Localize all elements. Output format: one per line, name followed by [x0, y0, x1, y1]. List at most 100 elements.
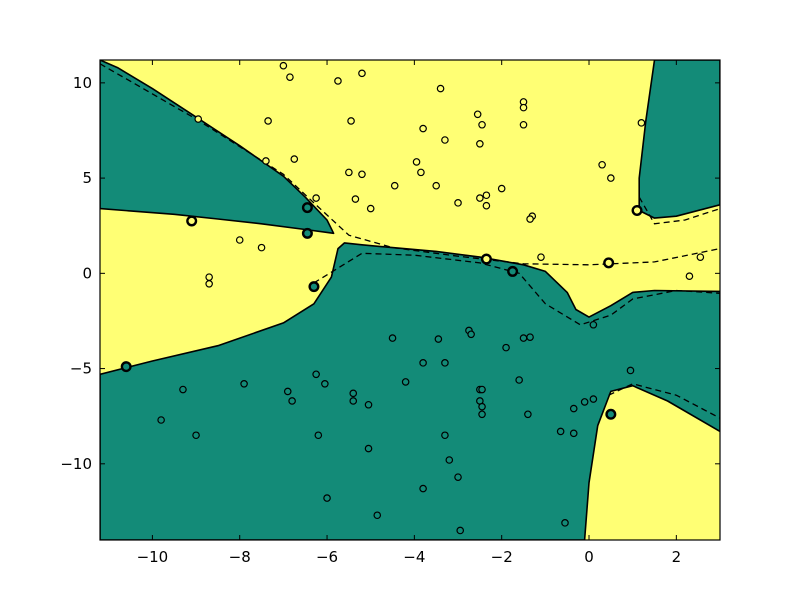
green-class-point — [321, 380, 329, 388]
yellow-class-point — [482, 201, 491, 210]
green-class-point — [502, 343, 510, 352]
yellow-class-point — [347, 117, 355, 125]
yellow-class-point — [264, 117, 272, 125]
axes-frame — [99, 59, 721, 541]
yellow-class-point — [526, 215, 534, 223]
yellow-class-point — [262, 157, 270, 165]
x-tick-label: −2 — [491, 548, 513, 566]
green-class-point — [478, 385, 486, 394]
green-region-2 — [100, 242, 720, 540]
yellow-class-point — [345, 168, 353, 177]
plot-area — [100, 60, 720, 540]
green-class-point — [419, 484, 427, 493]
green-class-point — [556, 427, 565, 436]
yellow-class-point — [312, 194, 320, 202]
x-tick-label: −8 — [229, 548, 251, 566]
yellow-support-vector — [603, 257, 615, 269]
yellow-class-point — [205, 280, 213, 288]
y-tick-label: 0 — [82, 264, 92, 282]
yellow-class-point — [432, 181, 440, 190]
green-class-point — [419, 359, 427, 367]
yellow-class-point — [436, 84, 445, 93]
green-class-point — [519, 334, 528, 342]
green-class-point — [434, 335, 443, 343]
green-class-point — [283, 387, 292, 396]
yellow-class-point — [205, 273, 213, 281]
yellow-class-point — [473, 110, 482, 119]
yellow-class-point — [476, 140, 484, 148]
green-support-vector — [301, 202, 313, 214]
yellow-class-point — [358, 69, 366, 78]
green-class-point — [524, 410, 532, 419]
dashed-margin-line-3 — [638, 196, 720, 225]
y-tick-label: 10 — [73, 74, 92, 92]
green-class-point — [323, 494, 331, 502]
green-class-point — [626, 366, 635, 375]
yellow-class-point — [607, 174, 615, 182]
yellow-class-point — [537, 253, 545, 261]
green-class-point — [312, 370, 320, 379]
yellow-class-point — [194, 115, 203, 123]
yellow-class-point — [366, 204, 375, 213]
green-class-point — [441, 431, 449, 440]
green-class-point — [179, 385, 187, 394]
y-tick-label: −10 — [60, 455, 92, 473]
yellow-class-point — [637, 119, 646, 127]
yellow-class-point — [441, 136, 449, 144]
green-class-point — [364, 400, 373, 409]
green-class-point — [388, 334, 397, 342]
green-class-point — [441, 359, 449, 367]
green-class-point — [445, 456, 454, 464]
yellow-class-point — [476, 194, 484, 202]
green-class-point — [288, 397, 296, 405]
yellow-class-point — [419, 124, 427, 133]
yellow-class-point — [696, 253, 705, 261]
x-tick-label: −6 — [316, 548, 338, 566]
green-class-point — [569, 404, 578, 413]
green-class-point — [589, 395, 598, 403]
yellow-class-point — [519, 120, 528, 129]
yellow-class-point — [478, 120, 486, 129]
green-class-point — [454, 473, 462, 481]
green-class-point — [515, 376, 523, 384]
green-support-vector — [120, 361, 132, 373]
green-class-point — [373, 511, 382, 520]
yellow-class-point — [334, 77, 342, 85]
green-class-point — [561, 519, 569, 527]
green-support-vector — [507, 265, 519, 277]
yellow-class-point — [286, 73, 294, 81]
yellow-support-vector — [480, 253, 492, 265]
green-class-point — [240, 380, 248, 388]
green-class-point — [589, 320, 598, 329]
yellow-class-point — [519, 103, 528, 112]
yellow-class-point — [417, 168, 425, 177]
green-class-point — [456, 526, 465, 535]
green-class-point — [401, 378, 410, 386]
y-tick-label: −5 — [70, 360, 92, 378]
dashed-margin-line-2 — [313, 252, 720, 326]
green-class-point — [467, 330, 475, 339]
yellow-class-point — [257, 243, 266, 252]
yellow-class-point — [598, 160, 606, 169]
green-class-point — [364, 444, 373, 453]
yellow-class-point — [454, 199, 462, 207]
yellow-class-point — [482, 191, 491, 200]
yellow-support-vector — [631, 204, 643, 216]
green-class-point — [157, 416, 165, 424]
dashed-margin-line-4 — [608, 383, 720, 419]
yellow-class-point — [235, 236, 244, 244]
green-class-point — [314, 431, 323, 440]
yellow-class-point — [358, 170, 366, 179]
green-region-3 — [638, 60, 720, 219]
green-class-point — [349, 397, 358, 405]
green-class-point — [569, 429, 578, 438]
yellow-class-point — [290, 155, 299, 163]
yellow-class-point — [412, 158, 421, 166]
green-class-point — [478, 410, 486, 419]
yellow-class-point — [279, 61, 288, 70]
yellow-class-point — [390, 181, 399, 190]
green-class-point — [478, 402, 486, 411]
green-class-point — [580, 398, 589, 406]
green-class-point — [526, 333, 534, 341]
yellow-class-point — [351, 195, 360, 203]
